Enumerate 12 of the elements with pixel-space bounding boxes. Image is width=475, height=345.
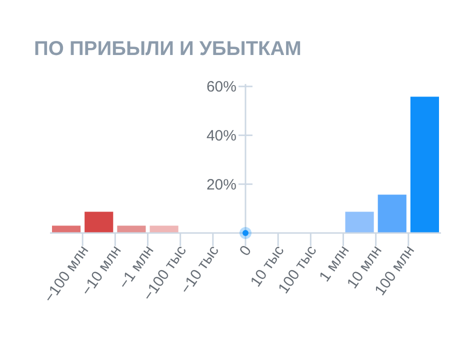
text: 0 bbox=[236, 242, 256, 260]
bar bbox=[52, 226, 81, 233]
y-tick-label: 40% bbox=[206, 128, 236, 145]
bar bbox=[150, 226, 178, 233]
bar bbox=[378, 194, 406, 233]
y-tick-label: 20% bbox=[206, 176, 236, 194]
bar bbox=[117, 226, 146, 233]
y-tick-label: 60% bbox=[206, 78, 236, 96]
bar bbox=[345, 212, 374, 233]
bar bbox=[410, 96, 439, 233]
bar bbox=[84, 212, 114, 233]
chart-title: ПО ПРИБЫЛИ И УБЫТКАМ bbox=[34, 38, 302, 60]
